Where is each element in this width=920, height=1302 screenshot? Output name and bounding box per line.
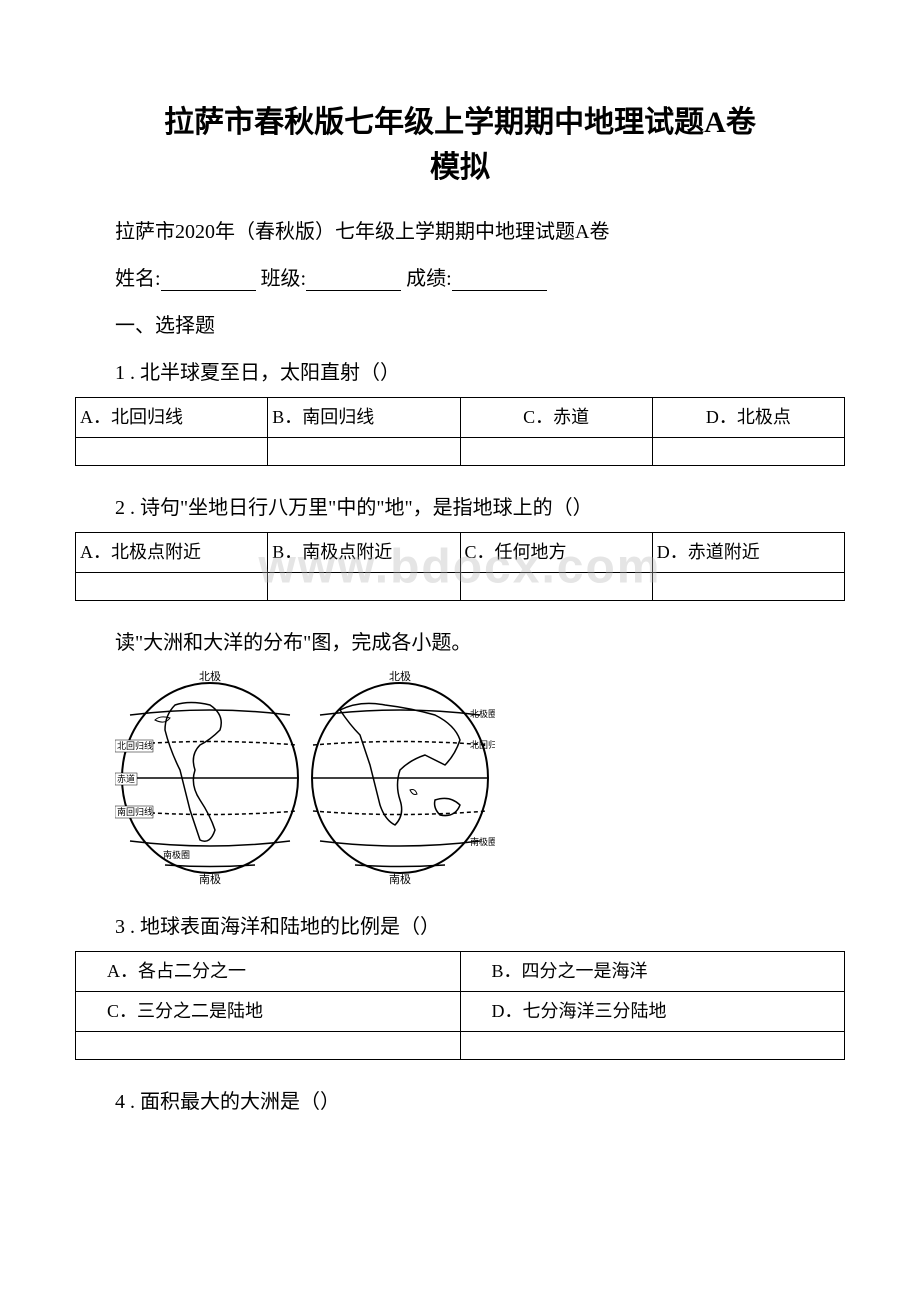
map-label-south-circle: 南极圈: [163, 849, 190, 860]
table-row: A．各占二分之一 B．四分之一是海洋: [76, 952, 845, 992]
blank-cell: [268, 438, 460, 466]
blank-cell: [76, 1032, 461, 1060]
name-blank[interactable]: [161, 269, 256, 291]
score-blank[interactable]: [452, 269, 547, 291]
q1-option-a: A．北回归线: [76, 398, 268, 438]
table-row: C．三分之二是陆地 D．七分海洋三分陆地: [76, 992, 845, 1032]
q3-option-d: D．七分海洋三分陆地: [460, 992, 845, 1032]
map-label-south: 南极: [199, 872, 221, 885]
table-row: A．北极点附近 B．南极点附近 C．任何地方 D．赤道附近: [76, 533, 845, 573]
name-label: 姓名:: [115, 268, 161, 290]
map-label-north: 北极: [199, 670, 221, 683]
blank-cell: [76, 438, 268, 466]
student-info-line: 姓名: 班级: 成绩:: [75, 262, 845, 291]
q1-option-c: C．赤道: [460, 398, 652, 438]
map-label-north: 北极: [389, 670, 411, 683]
question-2: 2 . 诗句"坐地日行八万里"中的"地"，是指地球上的（）: [75, 491, 845, 520]
question-3: 3 . 地球表面海洋和陆地的比例是（）: [75, 910, 845, 939]
question-1: 1 . 北半球夏至日，太阳直射（）: [75, 356, 845, 385]
world-map-svg: 北极 北极 南极 南极 北回归线 赤道 南回归线 北极圈 北回归 南极圈 南极圈: [115, 670, 495, 885]
title-line2: 模拟: [430, 151, 490, 184]
q2-option-c: C．任何地方: [460, 533, 652, 573]
blank-cell: [460, 573, 652, 601]
map-intro: 读"大洲和大洋的分布"图，完成各小题。: [75, 626, 845, 655]
map-label-tropic-s: 南回归线: [117, 806, 153, 817]
document-subtitle: 拉萨市2020年（春秋版）七年级上学期期中地理试题A卷: [75, 215, 845, 244]
map-label-south: 南极: [389, 872, 411, 885]
q3-options-table: A．各占二分之一 B．四分之一是海洋 C．三分之二是陆地 D．七分海洋三分陆地: [75, 951, 845, 1060]
class-blank[interactable]: [306, 269, 401, 291]
map-label-tropic-n: 北回归: [470, 739, 495, 750]
q3-option-a: A．各占二分之一: [76, 952, 461, 992]
q2-options-table: A．北极点附近 B．南极点附近 C．任何地方 D．赤道附近: [75, 532, 845, 601]
map-label-equator: 赤道: [117, 773, 135, 784]
q1-option-b: B．南回归线: [268, 398, 460, 438]
class-label: 班级:: [261, 268, 307, 290]
q2-option-d: D．赤道附近: [652, 533, 844, 573]
q2-option-b: B．南极点附近: [268, 533, 460, 573]
score-label: 成绩:: [406, 268, 452, 290]
section-heading-1: 一、选择题: [75, 309, 845, 338]
table-row: [76, 573, 845, 601]
q2-option-a: A．北极点附近: [76, 533, 268, 573]
table-row: [76, 438, 845, 466]
table-row: [76, 1032, 845, 1060]
blank-cell: [460, 1032, 845, 1060]
question-4: 4 . 面积最大的大洲是（）: [75, 1085, 845, 1114]
title-line1: 拉萨市春秋版七年级上学期期中地理试题A卷: [164, 106, 756, 139]
q3-option-b: B．四分之一是海洋: [460, 952, 845, 992]
document-title: 拉萨市春秋版七年级上学期期中地理试题A卷 模拟: [75, 100, 845, 190]
table-row: A．北回归线 B．南回归线 C．赤道 D．北极点: [76, 398, 845, 438]
blank-cell: [652, 438, 844, 466]
map-label-south-circle: 南极圈: [470, 836, 495, 847]
blank-cell: [268, 573, 460, 601]
map-label-tropic-n: 北回归线: [117, 740, 153, 751]
world-map-figure: 北极 北极 南极 南极 北回归线 赤道 南回归线 北极圈 北回归 南极圈 南极圈: [115, 670, 845, 890]
q3-option-c: C．三分之二是陆地: [76, 992, 461, 1032]
blank-cell: [76, 573, 268, 601]
q1-option-d: D．北极点: [652, 398, 844, 438]
blank-cell: [460, 438, 652, 466]
q1-options-table: A．北回归线 B．南回归线 C．赤道 D．北极点: [75, 397, 845, 466]
blank-cell: [652, 573, 844, 601]
map-label-north-circle: 北极圈: [470, 708, 495, 719]
